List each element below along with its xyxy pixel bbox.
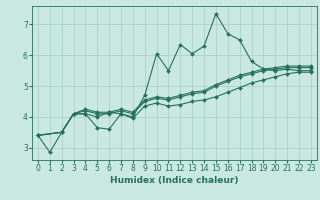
X-axis label: Humidex (Indice chaleur): Humidex (Indice chaleur) (110, 176, 239, 185)
